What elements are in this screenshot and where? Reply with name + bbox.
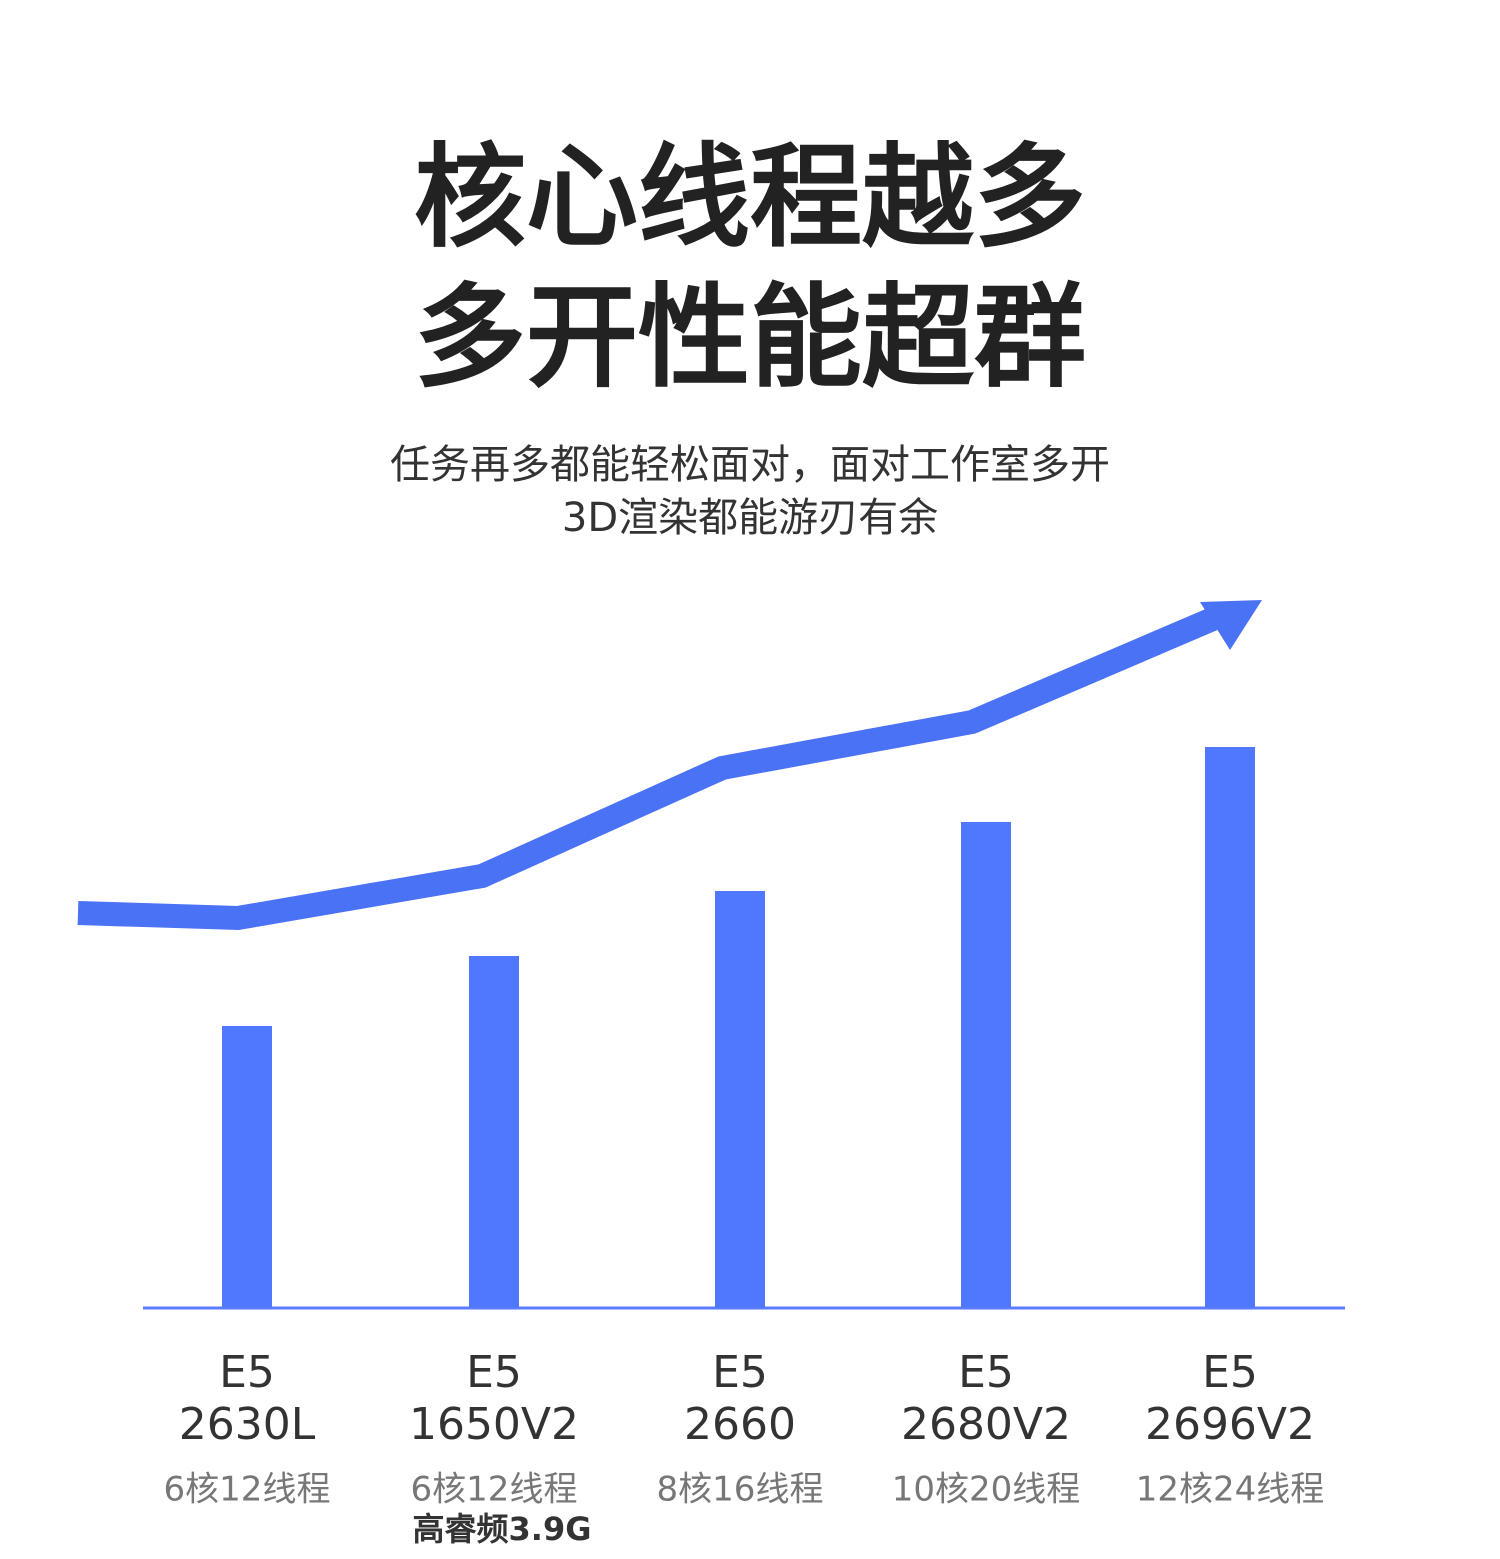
chart-title: 多开性能超群 <box>414 273 1086 403</box>
x-tick-label: E5 <box>958 1347 1014 1398</box>
x-sublabel: 12核24线程 <box>1136 1470 1325 1510</box>
x-tick-label: 2680V2 <box>901 1399 1071 1450</box>
x-tick-label: E5 <box>1202 1347 1258 1398</box>
x-sublabel: 10核20线程 <box>892 1470 1081 1510</box>
bar <box>1205 747 1255 1307</box>
x-tick-label: 1650V2 <box>409 1399 579 1450</box>
x-tick-label: 2660 <box>684 1399 796 1450</box>
trend-arrow-head <box>1200 600 1262 650</box>
chart-title: 核心线程越多 <box>414 133 1086 263</box>
bar <box>961 822 1011 1307</box>
x-tick-label: E5 <box>712 1347 768 1398</box>
subtitle: 任务再多都能轻松面对，面对工作室多开 <box>390 442 1110 488</box>
x-sublabel: 8核16线程 <box>657 1470 824 1510</box>
bar <box>469 956 519 1307</box>
x-sublabel: 6核12线程 <box>411 1470 578 1510</box>
bar <box>222 1026 272 1307</box>
x-tick-label: E5 <box>466 1347 522 1398</box>
x-tick-label: 2630L <box>179 1399 316 1450</box>
subtitle: 3D渲染都能游刃有余 <box>562 495 938 541</box>
x-tick-label: 2696V2 <box>1145 1399 1315 1450</box>
annotation: 高睿频3.9G <box>413 1510 592 1548</box>
x-tick-label: E5 <box>219 1347 275 1398</box>
x-sublabel: 6核12线程 <box>164 1470 331 1510</box>
bar <box>715 891 765 1307</box>
trend-arrow <box>77 606 1220 931</box>
